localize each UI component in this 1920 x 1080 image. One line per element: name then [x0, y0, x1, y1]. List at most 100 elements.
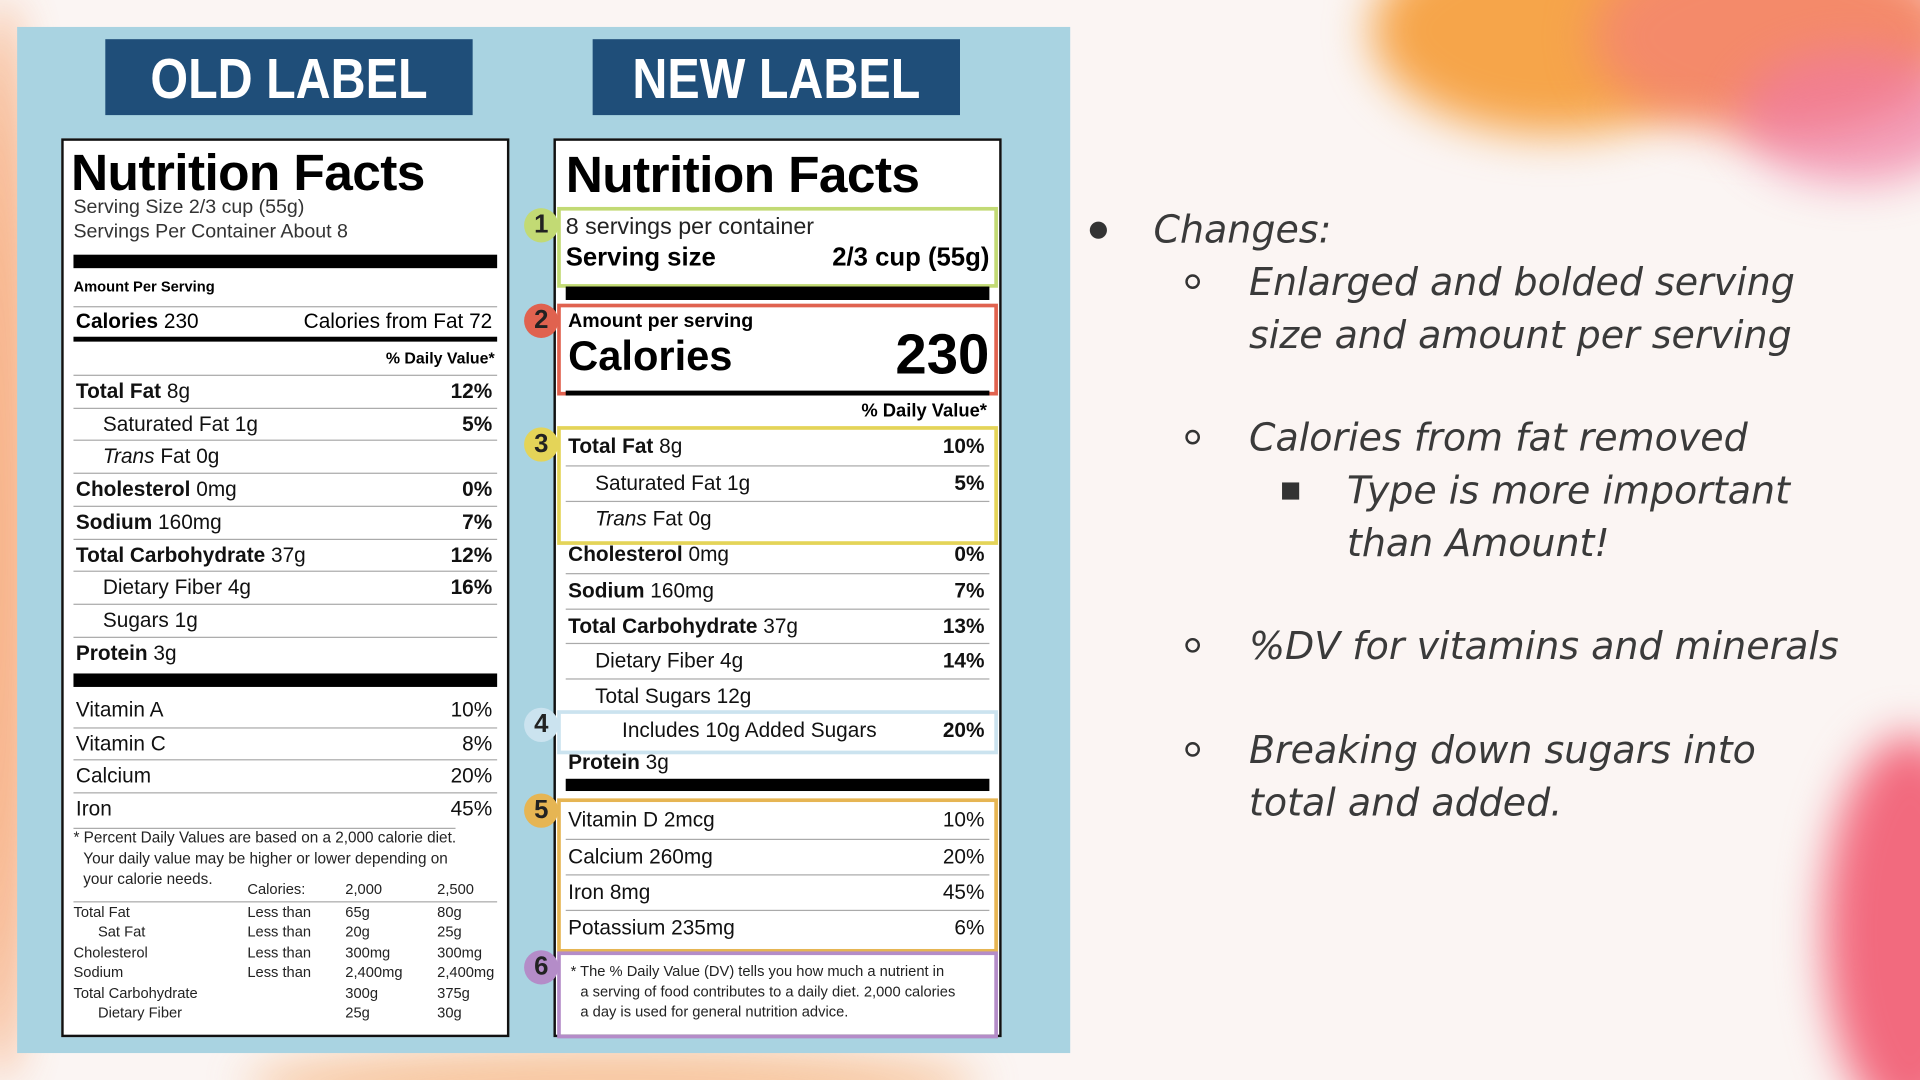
bullet-text: Calories from fat removed: [1248, 416, 1748, 461]
nutrient-name: Protein: [75, 641, 148, 665]
nutrient-name: Vitamin D: [568, 808, 659, 832]
nutrient-label: Dietary Fiber 4g: [595, 645, 743, 678]
bullet-text: total and added.: [1248, 780, 1563, 825]
table-limit: Less than: [247, 943, 312, 961]
nutrient-amount: 8g: [659, 434, 683, 458]
nutrient-name: Total Fat: [568, 434, 654, 458]
nutrient-label: Calcium: [76, 761, 151, 793]
bullet-text: Enlarged and bolded serving: [1248, 260, 1795, 305]
nutrient-row: Dietary Fiber 4g 16%: [73, 570, 498, 604]
nutrient-name: Total Fat: [75, 379, 162, 403]
bullet-text: Breaking down sugars into: [1248, 728, 1756, 773]
nutrient-name: Total Carbohydrate: [568, 614, 758, 638]
nutrient-amount: 37g: [763, 614, 799, 638]
divider-bar: [73, 673, 498, 687]
table-value: 80g: [437, 903, 462, 921]
nutrient-row: Sodium 160mg 7%: [73, 505, 498, 538]
nutrient-italic: Trans: [595, 506, 647, 531]
highlight-box: 8 servings per container Serving size 2/3 …: [557, 206, 998, 288]
nutrient-dv: 5%: [462, 412, 493, 436]
nutrient-row: Total Carbohydrate 37g 13%: [565, 608, 990, 642]
label-heading: OLD LABEL: [105, 39, 473, 116]
table-limit: Less than: [247, 923, 312, 941]
table-name: Dietary Fiber: [97, 1004, 183, 1022]
nutrient-row: Cholesterol 0mg 0%: [73, 472, 498, 506]
calories-value: 230: [895, 322, 990, 386]
nutrient-dv: 12%: [450, 543, 493, 567]
bullet-glyph: [1089, 221, 1107, 239]
badge: 3: [524, 427, 559, 462]
nutrient-name: Sugars: [102, 608, 169, 632]
nutrient-label: Saturated Fat 1g: [595, 467, 750, 500]
nutrient-dv: 14%: [942, 649, 985, 673]
nutrient-row: Saturated Fat 1g 5%: [73, 407, 498, 441]
nutrient-row: Iron 8mg 45%: [565, 874, 990, 909]
nutrient-row: Iron 45%: [73, 792, 498, 826]
nutrient-amount: 0g: [196, 444, 220, 469]
nutrient-amount: 160mg: [650, 578, 714, 603]
nutrient-label: Saturated Fat 1g: [103, 409, 258, 441]
nutrient-name: Calcium: [75, 764, 152, 788]
divider-bar: [565, 390, 990, 396]
nutrient-amount: 3g: [645, 750, 669, 774]
nutrient-dv: 10%: [942, 808, 985, 832]
nutrient-row: Sugars 1g: [73, 603, 498, 637]
badge: 4: [524, 707, 559, 743]
divider-bar: [73, 254, 498, 269]
nutrient-label: Potassium 235mg: [568, 911, 735, 944]
nutrient-label: Vitamin C: [76, 728, 166, 760]
nutrient-amount: 235mg: [671, 915, 735, 940]
nutrient-amount: 8g: [166, 379, 191, 403]
divider-bar: [565, 286, 990, 301]
table-value: 2,400mg: [437, 963, 495, 982]
table-value: 20g: [345, 923, 370, 941]
nutrient-amount: 260mg: [649, 844, 713, 869]
nutrient-name: Calcium: [568, 844, 644, 869]
nutrient-row: Trans Fat 0g: [73, 440, 498, 473]
nutrient-dv: 16%: [450, 575, 493, 600]
bullet-text: Changes:: [1153, 208, 1332, 253]
table-name: Total Carbohydrate: [73, 983, 198, 1002]
table-value: 25g: [345, 1004, 370, 1022]
bullet-text: Type is more important: [1346, 468, 1790, 514]
highlight-box: Total Fat 8g 10% Saturated Fat 1g 5% Trans F…: [557, 426, 998, 545]
nutrient-row: Total Fat 8g 12%: [73, 374, 498, 408]
nutrient-name: Saturated Fat: [595, 471, 722, 495]
nutrient-label: Iron: [76, 794, 112, 826]
nutrient-label: Cholesterol 0mg: [76, 474, 237, 506]
nutrient-dv: 5%: [954, 471, 985, 495]
serving-size-label: Serving size: [565, 243, 716, 272]
label-title: Nutrition Facts: [565, 145, 920, 204]
nutrient-name: Potassium: [568, 915, 666, 940]
nutrient-amount: 0mg: [688, 542, 729, 566]
footnote-line: Your daily value may be higher or lower …: [83, 849, 448, 867]
nutrient-label: Calcium 260mg: [568, 840, 713, 873]
bullet-glyph: [1282, 482, 1300, 500]
nutrient-amount: 4g: [227, 575, 251, 600]
nutrient-amount: 8mg: [609, 880, 651, 904]
nutrient-dv: 10%: [942, 434, 985, 458]
table-rule: [73, 901, 498, 903]
highlight-box: Amount per serving Calories 230: [557, 303, 998, 396]
divider-bar: [565, 778, 990, 792]
table-value: 375g: [437, 983, 470, 1002]
nutrient-label: Iron 8mg: [568, 876, 650, 909]
nutrient-name: Total Carbohydrate: [75, 543, 266, 567]
amount-per-serving: Amount Per Serving: [73, 277, 215, 296]
bullet-text: %DV for vitamins and minerals: [1248, 624, 1839, 669]
nutrient-label: Vitamin D 2mcg: [568, 803, 715, 836]
footnote-line: * The % Daily Value (DV) tells you how m…: [570, 962, 945, 980]
table-name: Sodium: [73, 963, 124, 982]
nutrient-dv: 6%: [954, 915, 985, 940]
bullet-glyph: [1185, 742, 1201, 757]
badge: 1: [524, 208, 559, 243]
nutrient-dv: 0%: [462, 477, 493, 501]
bullet-text: than Amount!: [1346, 521, 1610, 566]
footnote-line: a serving of food contributes to a daily…: [580, 982, 956, 1000]
calories-row: Calories 230 Calories from Fat 72: [73, 306, 498, 342]
bullet-glyph: [1185, 637, 1201, 653]
nutrient-name: Cholesterol: [568, 542, 683, 566]
nutrient-label: Cholesterol 0mg: [568, 538, 729, 571]
nutrient-dv: 10%: [450, 697, 493, 722]
